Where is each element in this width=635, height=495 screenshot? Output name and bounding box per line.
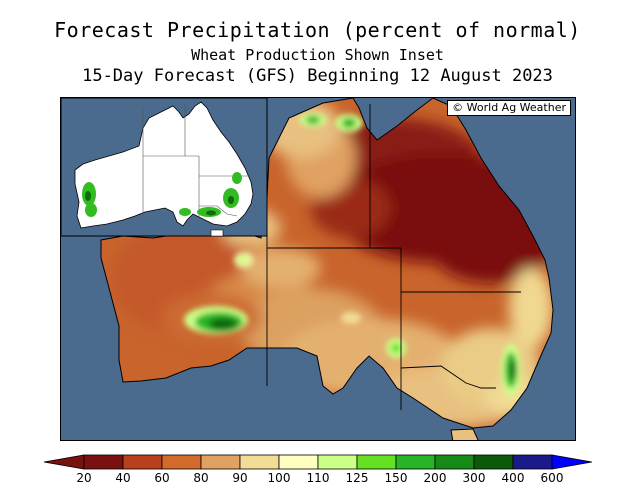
scale-high-end: [551, 454, 593, 470]
scale-tick-label: 200: [423, 471, 447, 485]
scale-low-end: [43, 454, 85, 470]
scale-tick-label: 110: [306, 471, 330, 485]
scale-tick-label: 80: [193, 471, 209, 485]
scale-swatch: [239, 454, 280, 470]
scale-tick-label: 100: [267, 471, 291, 485]
tasmania: [450, 428, 479, 440]
scale-swatch: [317, 454, 358, 470]
scale-swatch: [512, 454, 553, 470]
precipitation-map: © World Ag Weather: [60, 97, 576, 441]
scale-swatch: [473, 454, 514, 470]
color-scale-bar: [43, 454, 593, 470]
scale-swatch: [278, 454, 319, 470]
precipitation-shading: [101, 98, 553, 428]
scale-tick-label: 20: [76, 471, 92, 485]
map-canvas: [61, 98, 554, 440]
forecast-period: 15-Day Forecast (GFS) Beginning 12 Augus…: [82, 66, 553, 86]
scale-swatch: [122, 454, 163, 470]
map-title: Forecast Precipitation (percent of norma…: [54, 18, 581, 42]
scale-tick-label: 40: [115, 471, 131, 485]
scale-swatch: [434, 454, 475, 470]
scale-swatch: [83, 454, 124, 470]
map-subtitle: Wheat Production Shown Inset: [191, 46, 444, 64]
scale-tick-label: 600: [540, 471, 564, 485]
scale-tick-label: 90: [232, 471, 248, 485]
scale-tick-label: 300: [462, 471, 486, 485]
scale-swatch: [200, 454, 241, 470]
scale-tick-label: 400: [501, 471, 525, 485]
scale-swatch: [161, 454, 202, 470]
scale-tick-label: 150: [384, 471, 408, 485]
scale-tick-label: 125: [345, 471, 369, 485]
scale-tick-label: 60: [154, 471, 170, 485]
credit-label: © World Ag Weather: [447, 100, 571, 116]
scale-swatch: [395, 454, 436, 470]
wheat-inset: [61, 98, 268, 237]
scale-swatch: [356, 454, 397, 470]
